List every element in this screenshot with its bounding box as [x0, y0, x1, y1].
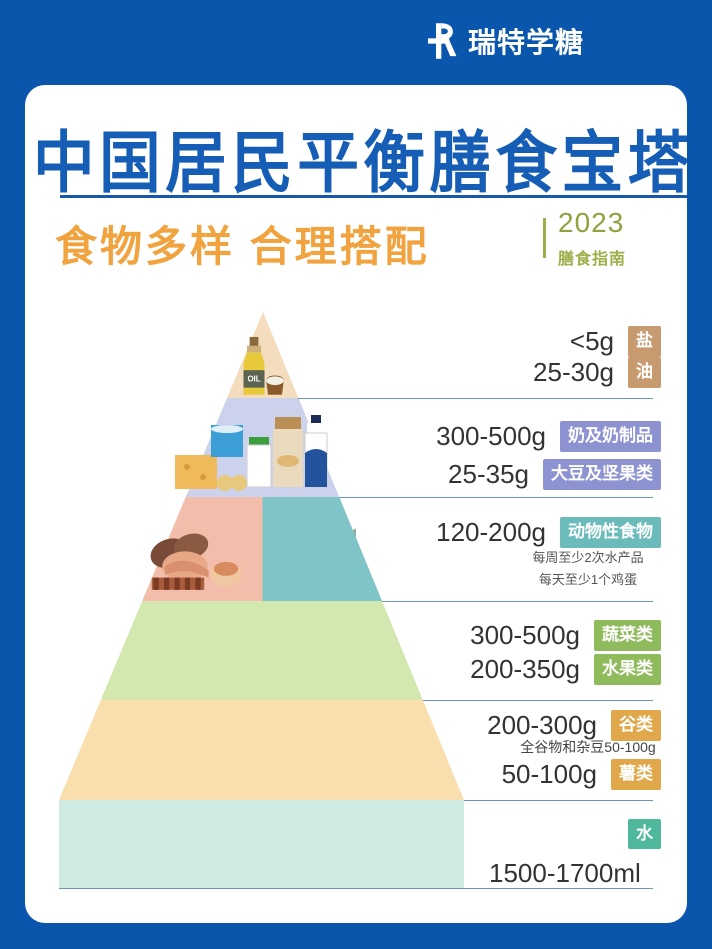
svg-text:OIL: OIL — [247, 375, 260, 384]
